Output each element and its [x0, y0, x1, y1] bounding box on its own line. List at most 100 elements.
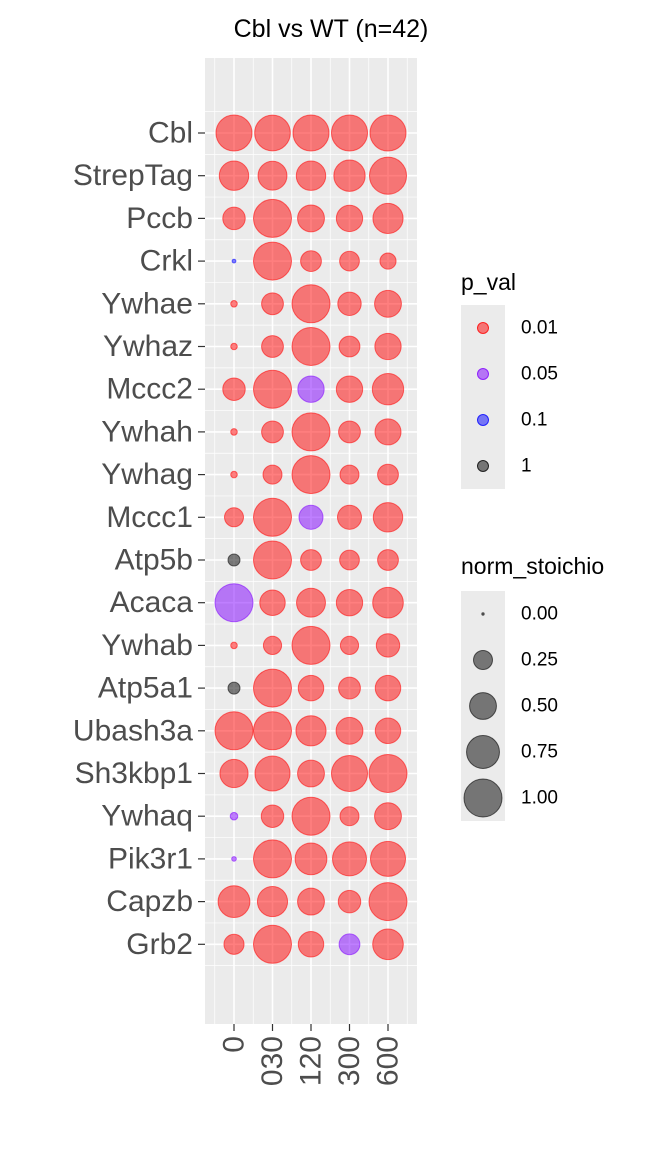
data-point: [253, 839, 292, 879]
data-point: [291, 796, 331, 836]
data-point: [339, 464, 360, 485]
x-tick-label: 120: [295, 1036, 328, 1086]
legend-swatch: [477, 460, 489, 472]
y-tick-label: Capzb: [106, 885, 193, 918]
legend-swatch: [466, 735, 500, 769]
data-point: [292, 114, 330, 152]
data-point: [291, 625, 331, 665]
data-point: [230, 641, 238, 650]
data-point: [260, 804, 285, 828]
x-tick-label: 0: [218, 1036, 251, 1053]
data-point: [335, 589, 364, 617]
data-point: [369, 114, 407, 152]
data-point: [291, 412, 331, 452]
data-point: [256, 886, 289, 918]
data-point: [338, 335, 361, 358]
y-axis: Cbl StrepTag Pccb Crkl Ywhae Ywhaz Mccc2 Ywhah Y…: [73, 117, 205, 961]
plot-panel: [205, 58, 417, 1024]
data-point: [339, 635, 360, 656]
data-point: [254, 755, 291, 792]
data-point: [372, 586, 404, 619]
data-point: [374, 418, 402, 446]
legend-label: 1: [521, 456, 532, 477]
data-point: [379, 252, 397, 270]
data-point: [230, 470, 238, 479]
y-tick-label: Ywhab: [101, 629, 193, 662]
data-point: [253, 668, 292, 708]
data-point: [372, 928, 404, 961]
x-axis: 0 030 120 300 600: [218, 1024, 405, 1086]
y-tick-label: Cbl: [148, 117, 193, 150]
data-point: [291, 327, 331, 366]
data-point: [262, 464, 283, 485]
legend-label: 1.00: [521, 788, 558, 809]
y-tick-label: Pik3r1: [108, 842, 193, 875]
legend-title: norm_stoichio: [461, 553, 604, 579]
y-tick-label: Ywhah: [101, 415, 193, 448]
data-point: [338, 420, 361, 444]
data-point: [224, 507, 244, 528]
y-tick-label: Ywhae: [101, 287, 193, 320]
data-point: [297, 887, 325, 916]
data-point: [297, 204, 325, 233]
data-point: [374, 289, 402, 318]
y-tick-label: Sh3kbp1: [75, 757, 193, 790]
data-point: [215, 114, 253, 152]
legend-label: 0.25: [521, 650, 558, 671]
data-point: [253, 241, 292, 281]
data-point: [217, 885, 251, 918]
data-point: [294, 842, 328, 876]
y-tick-label: Grb2: [126, 928, 193, 961]
legend-swatch: [477, 322, 489, 334]
legend-label: 0.00: [521, 604, 558, 625]
data-point: [253, 711, 292, 751]
data-point: [230, 342, 238, 351]
data-point: [222, 206, 246, 231]
data-point: [372, 202, 404, 234]
data-point: [333, 159, 366, 192]
data-point: [335, 716, 364, 745]
y-tick-label: Mccc2: [106, 373, 193, 406]
legend-label: 0.1: [521, 410, 547, 431]
y-tick-label: Atp5b: [115, 544, 193, 577]
data-point: [253, 540, 292, 580]
data-point: [291, 284, 331, 324]
data-point: [375, 633, 401, 658]
data-point: [368, 882, 408, 922]
legend-swatch: [469, 692, 497, 720]
data-point: [261, 420, 284, 444]
y-tick-label: Ywhaq: [101, 800, 193, 833]
data-point: [300, 549, 322, 571]
data-point: [230, 428, 238, 436]
y-tick-label: Ywhaz: [103, 330, 193, 363]
data-point: [227, 681, 241, 695]
data-point: [339, 250, 360, 272]
legend-label: 0.75: [521, 742, 558, 763]
data-point: [339, 806, 360, 827]
data-point: [298, 504, 324, 530]
data-point: [338, 676, 361, 700]
y-tick-label: Ubash3a: [73, 714, 193, 747]
data-point: [219, 758, 249, 789]
data-point: [259, 589, 286, 616]
data-point: [336, 504, 363, 530]
data-point: [374, 674, 402, 702]
legend-title: p_val: [461, 269, 516, 295]
data-point: [337, 889, 362, 914]
data-point: [330, 754, 369, 793]
y-tick-label: Acaca: [110, 586, 194, 619]
x-tick-label: 300: [333, 1036, 366, 1086]
legend-label: 0.50: [521, 696, 558, 717]
data-point: [332, 841, 367, 877]
data-point: [254, 114, 291, 152]
data-point: [297, 759, 325, 788]
data-point: [330, 114, 369, 152]
data-point: [218, 160, 250, 191]
data-point: [261, 292, 284, 316]
data-point: [338, 933, 361, 956]
data-point: [297, 375, 325, 403]
y-tick-label: Atp5a1: [98, 672, 193, 705]
legend-swatch: [477, 368, 489, 380]
data-point: [214, 583, 254, 623]
data-point: [253, 497, 292, 537]
